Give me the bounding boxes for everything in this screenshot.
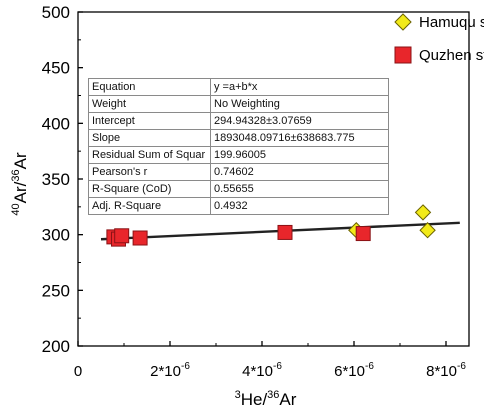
quzhen-point [114,228,130,244]
quzhen-point [277,224,293,240]
fit-table-parameter: Equation [88,78,211,96]
fit-table-value: 199.96005 [210,146,389,164]
fit-table-value: y =a+b*x [210,78,389,96]
y-axis-label: 40Ar/36Ar [10,152,30,216]
legend-diamond-marker [394,13,412,31]
x-tick-label: 2*10-6 [150,361,190,380]
fit-table-value: 0.55655 [210,180,389,198]
fit-table-parameter: Residual Sum of Squar [88,146,211,164]
x-tick-label: 6*10-6 [334,361,374,380]
x-tick-label: 8*10-6 [426,361,466,380]
hamuqu-point [414,204,432,221]
fit-table-parameter: Adj. R-Square [88,197,211,215]
y-tick-label: 500 [42,3,70,22]
quzhen-point [355,226,371,242]
y-tick-label: 200 [42,337,70,356]
fit-table-value: 294.94328±3.07659 [210,112,389,130]
fit-table-row: R-Square (CoD) 0.55655 [88,180,389,198]
hamuqu-point [419,222,436,239]
fit-table-parameter: R-Square (CoD) [88,180,211,198]
y-tick-label: 350 [42,170,70,189]
y-tick-label: 300 [42,226,70,245]
fit-table-parameter: Intercept [88,112,211,130]
fit-table-parameter: Slope [88,129,211,147]
y-tick-label: 400 [42,114,70,133]
fit-table-row: Equation y =a+b*x [88,78,389,96]
fit-table-row: Intercept 294.94328±3.07659 [88,112,389,130]
fit-table-row: Adj. R-Square 0.4932 [88,197,389,215]
fit-table-value: 0.74602 [210,163,389,181]
x-tick-label: 4*10-6 [242,361,282,380]
fit-table-value: No Weighting [210,95,389,113]
fit-table-parameter: Weight [88,95,211,113]
y-tick-label: 250 [42,281,70,300]
fit-table-value: 0.4932 [210,197,389,215]
fit-statistics-table: Equation y =a+b*x Weight No Weighting Interc… [88,78,389,215]
fit-table-row: Pearson's r 0.74602 [88,163,389,181]
legend-entry-label: Quzhen stibnite [419,47,484,64]
x-axis-label: 3He/36Ar [235,389,297,409]
fit-table-row: Weight No Weighting [88,95,389,113]
fit-table-value: 1893048.09716±638683.775 [210,129,389,147]
fit-table-row: Residual Sum of Squar 199.96005 [88,146,389,164]
quzhen-point [132,230,148,246]
fit-table-row: Slope 1893048.09716±638683.775 [88,129,389,147]
legend-entry-label: Hamuqu stibnite [419,14,484,31]
fit-table-parameter: Pearson's r [88,163,211,181]
y-tick-label: 450 [42,59,70,78]
x-tick-label: 0 [74,363,82,380]
legend-square-marker [394,46,412,64]
